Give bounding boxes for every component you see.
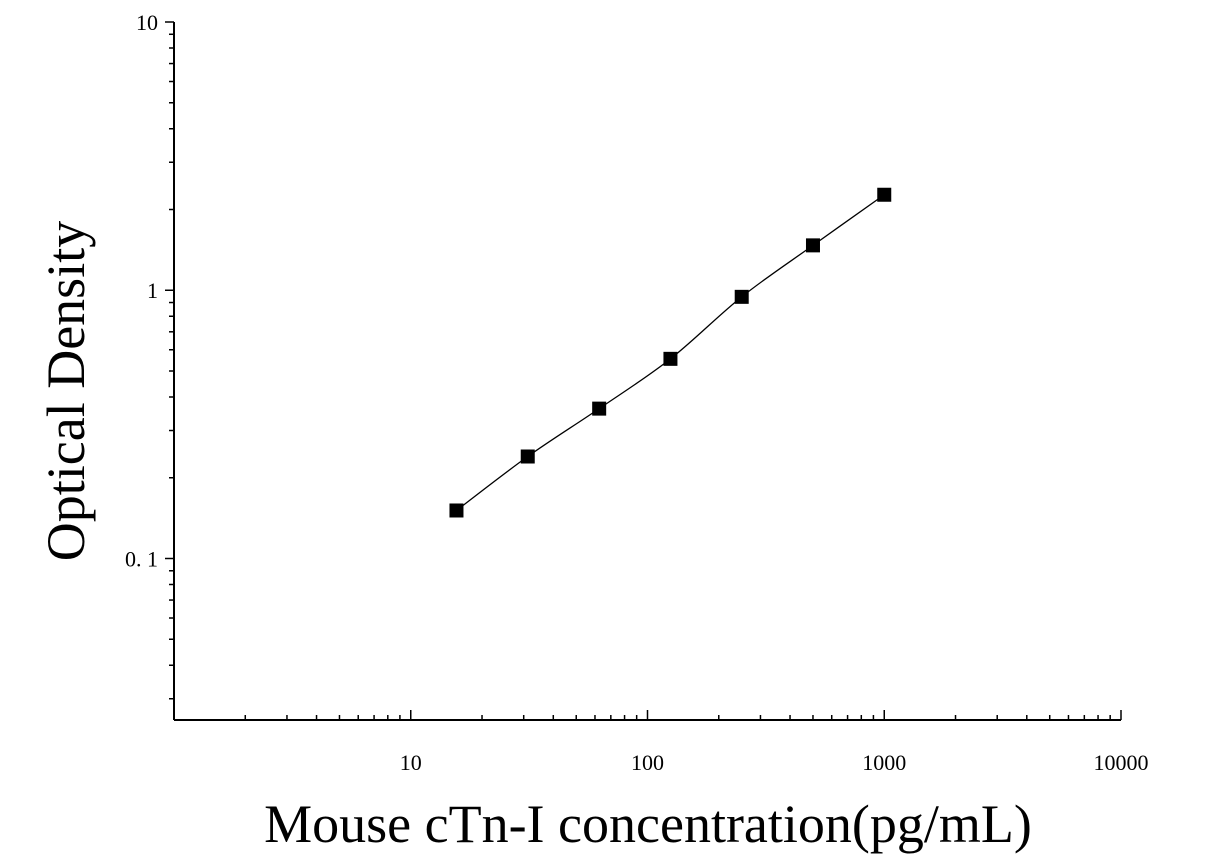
data-point-marker: [734, 289, 749, 304]
data-point-marker: [805, 238, 820, 253]
y-tick-label: 0. 1: [125, 546, 158, 571]
y-tick-label: 1: [147, 278, 158, 303]
data-points: [449, 187, 892, 518]
x-tick-label: 10000: [1094, 750, 1149, 775]
x-tick-label: 100: [631, 750, 664, 775]
axes: [173, 22, 1121, 721]
data-point-marker: [449, 503, 464, 518]
x-tick-label: 10: [400, 750, 422, 775]
data-point-marker: [663, 351, 678, 366]
x-axis-title: Mouse cTn-I concentration(pg/mL): [264, 794, 1032, 854]
x-tick-label: 1000: [862, 750, 906, 775]
tick-labels: 10 100 1000 10000 0. 1 1 10: [125, 10, 1149, 775]
y-axis-title: Optical Density: [36, 221, 96, 561]
axis-ticks: [165, 21, 1122, 720]
data-point-marker: [592, 401, 607, 416]
data-point-marker: [877, 187, 892, 202]
y-tick-label: 10: [136, 10, 158, 35]
data-point-marker: [520, 449, 535, 464]
